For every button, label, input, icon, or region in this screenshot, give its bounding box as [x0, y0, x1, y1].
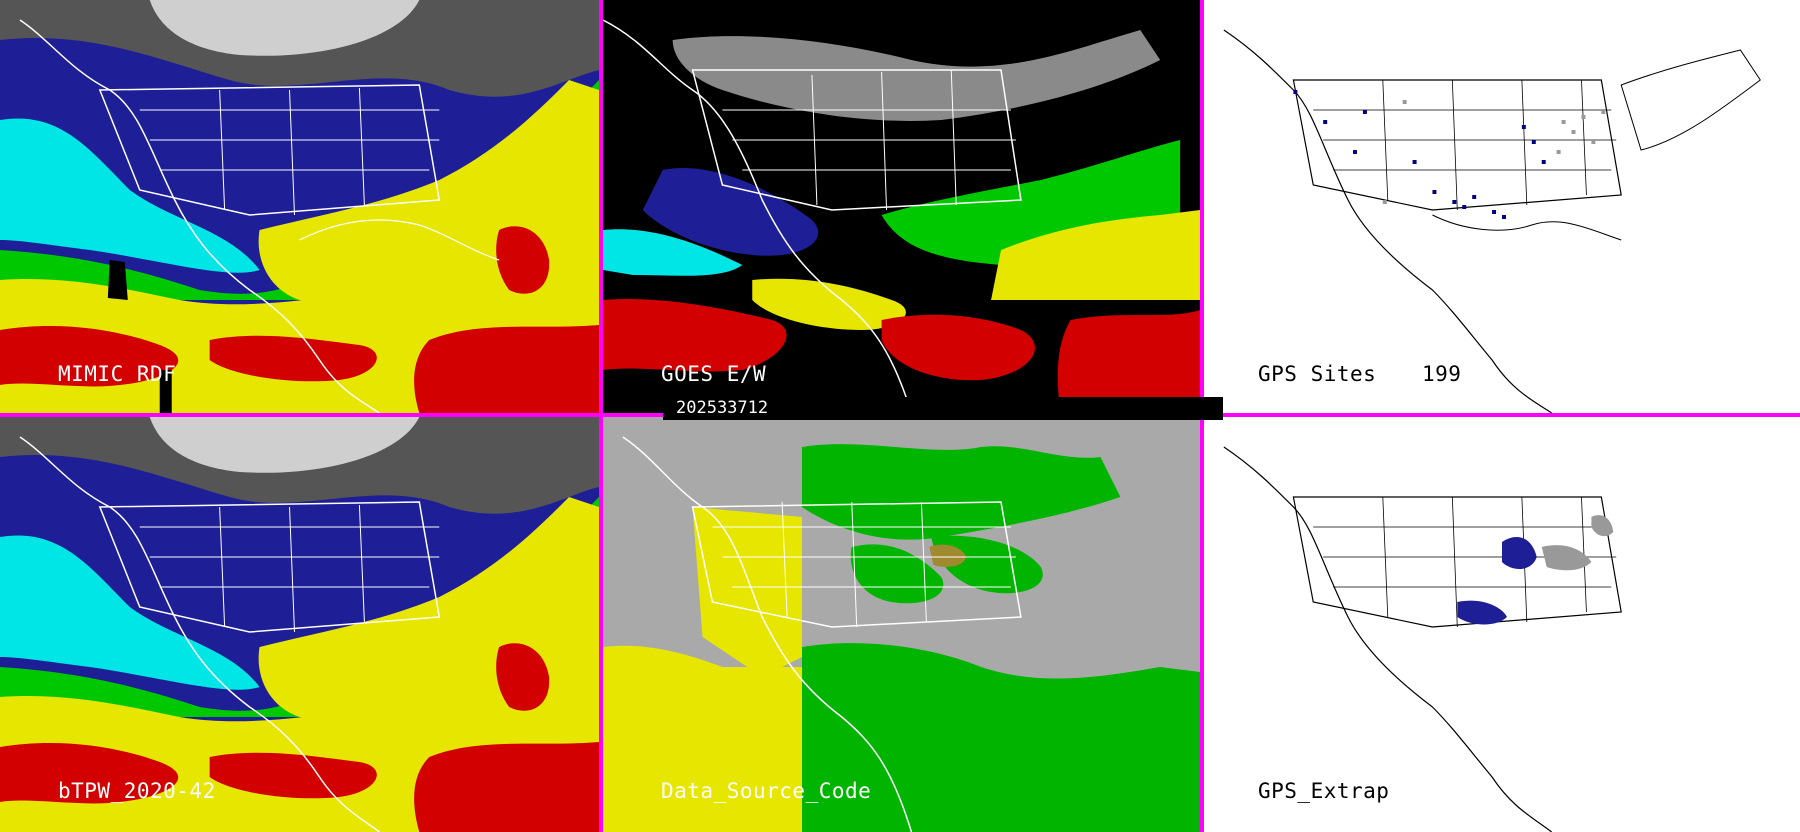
- panel-label: bTPW_2020-42: [58, 779, 216, 803]
- gps-sites-map: [1204, 0, 1800, 413]
- data-source-code-panel: Data_Source_Code: [603, 417, 1200, 832]
- data-source-code-map: [603, 417, 1200, 832]
- goes-ew-map: [603, 0, 1200, 413]
- gps-extrap-map: [1204, 417, 1800, 832]
- gps-site-count: 199: [1422, 362, 1462, 386]
- panel-label: GPS Sites: [1258, 362, 1377, 386]
- panel-label: MIMIC RDF: [58, 362, 177, 386]
- timestamp-banner: 202533712: [663, 397, 1223, 420]
- panel-label: GOES E/W: [661, 362, 767, 386]
- btpw-map: [0, 417, 599, 832]
- gps-sites-panel: GPS Sites 199: [1204, 0, 1800, 413]
- gps-extrap-panel: GPS_Extrap: [1204, 417, 1800, 832]
- goes-ew-panel: GOES E/W: [603, 0, 1200, 413]
- mimic-rdf-map: [0, 0, 599, 413]
- mimic-rdf-panel: MIMIC RDF: [0, 0, 599, 413]
- btpw-panel: bTPW_2020-42: [0, 417, 599, 832]
- panel-label: Data_Source_Code: [661, 779, 872, 803]
- panel-label: GPS_Extrap: [1258, 779, 1390, 803]
